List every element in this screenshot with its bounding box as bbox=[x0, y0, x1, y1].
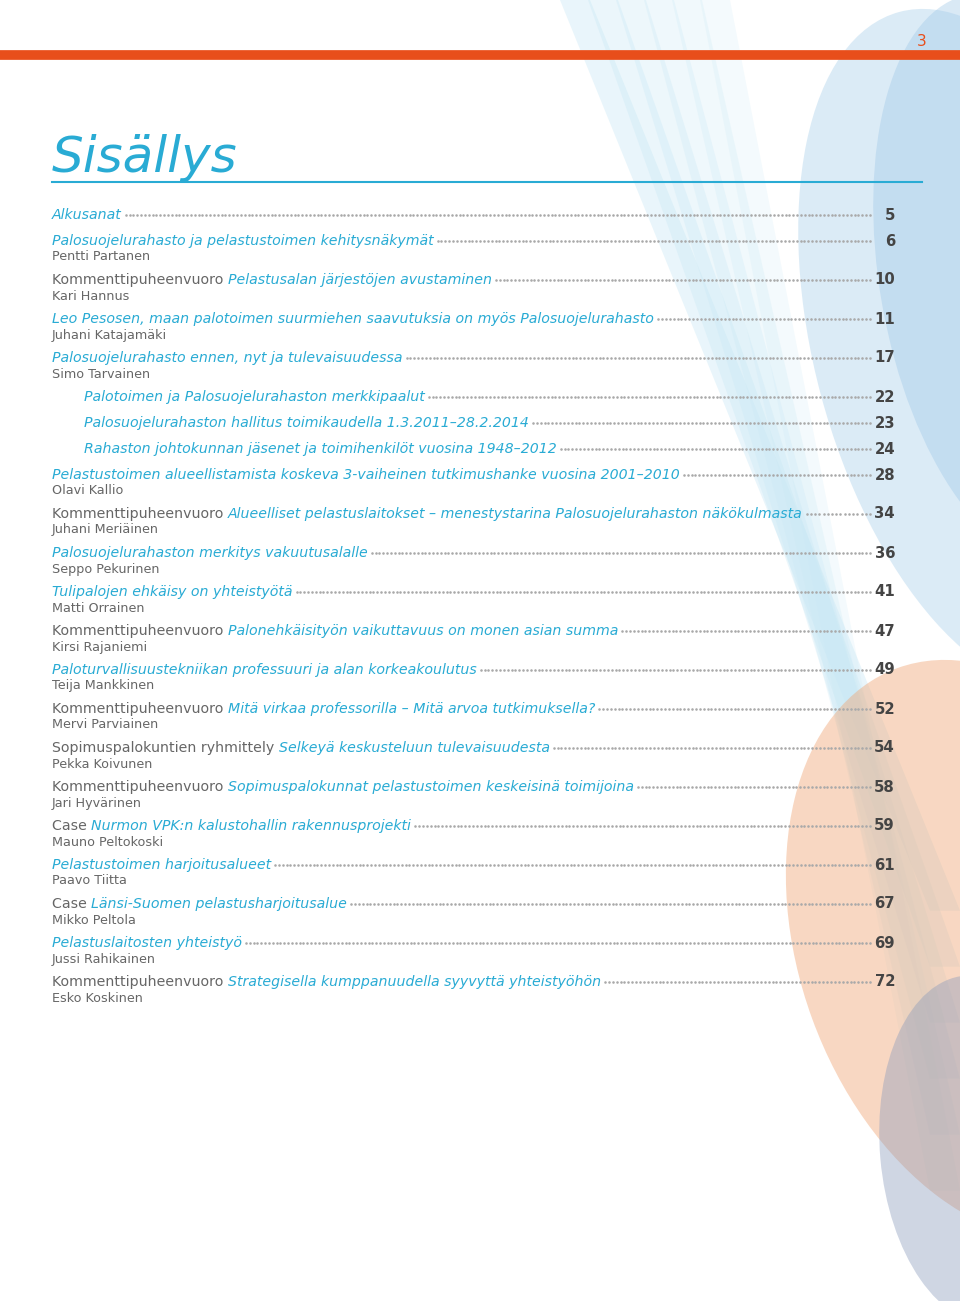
Text: Juhani Meriäinen: Juhani Meriäinen bbox=[52, 523, 159, 536]
Text: Nurmon VPK:n kalustohallin rakennusprojekti: Nurmon VPK:n kalustohallin rakennusproje… bbox=[91, 820, 411, 833]
Text: Matti Orrainen: Matti Orrainen bbox=[52, 601, 145, 614]
Text: 41: 41 bbox=[875, 584, 895, 600]
Text: Sisällys: Sisällys bbox=[52, 134, 238, 182]
Text: Sopimuspalokuntien ryhmittely: Sopimuspalokuntien ryhmittely bbox=[52, 742, 278, 755]
Text: Olavi Kallio: Olavi Kallio bbox=[52, 484, 124, 497]
Text: Kommenttipuheenvuoro: Kommenttipuheenvuoro bbox=[52, 273, 228, 288]
Text: 54: 54 bbox=[875, 740, 895, 756]
Text: 58: 58 bbox=[875, 779, 895, 795]
Text: Tulipalojen ehkäisy on yhteistyötä: Tulipalojen ehkäisy on yhteistyötä bbox=[52, 585, 293, 598]
Text: Mitä virkaa professorilla – Mitä arvoa tutkimuksella?: Mitä virkaa professorilla – Mitä arvoa t… bbox=[228, 703, 595, 716]
Text: Seppo Pekurinen: Seppo Pekurinen bbox=[52, 562, 159, 575]
Text: 34: 34 bbox=[875, 506, 895, 522]
Text: 11: 11 bbox=[875, 311, 895, 327]
Text: Leo Pesosen, maan palotoimen suurmiehen saavutuksia on myös Palosuojelurahasto: Leo Pesosen, maan palotoimen suurmiehen … bbox=[52, 312, 654, 327]
Text: Palosuojelurahaston merkitys vakuutusalalle: Palosuojelurahaston merkitys vakuutusala… bbox=[52, 546, 368, 559]
Text: Jari Hyvärinen: Jari Hyvärinen bbox=[52, 796, 142, 809]
Text: Kommenttipuheenvuoro: Kommenttipuheenvuoro bbox=[52, 974, 228, 989]
Text: Rahaston johtokunnan jäsenet ja toimihenkilöt vuosina 1948–2012: Rahaston johtokunnan jäsenet ja toimihen… bbox=[84, 442, 557, 455]
Text: Selkeyä keskusteluun tulevaisuudesta: Selkeyä keskusteluun tulevaisuudesta bbox=[278, 742, 550, 755]
Text: Alkusanat: Alkusanat bbox=[52, 208, 122, 222]
Text: Alueelliset pelastuslaitokset – menestystarina Palosuojelurahaston näkökulmasta: Alueelliset pelastuslaitokset – menestys… bbox=[228, 507, 803, 520]
Text: Kari Hannus: Kari Hannus bbox=[52, 290, 130, 303]
Text: 6: 6 bbox=[885, 233, 895, 248]
Text: 47: 47 bbox=[875, 623, 895, 639]
Polygon shape bbox=[616, 0, 960, 1023]
Text: Palosuojelurahasto ennen, nyt ja tulevaisuudessa: Palosuojelurahasto ennen, nyt ja tulevai… bbox=[52, 351, 402, 366]
Text: 23: 23 bbox=[875, 415, 895, 431]
Text: 5: 5 bbox=[884, 207, 895, 222]
Text: 3: 3 bbox=[917, 34, 926, 48]
Text: 17: 17 bbox=[875, 350, 895, 366]
Text: Kommenttipuheenvuoro: Kommenttipuheenvuoro bbox=[52, 781, 228, 794]
Text: Kommenttipuheenvuoro: Kommenttipuheenvuoro bbox=[52, 703, 228, 716]
Text: Pelastustoimen harjoitusalueet: Pelastustoimen harjoitusalueet bbox=[52, 857, 271, 872]
Text: 59: 59 bbox=[875, 818, 895, 834]
Text: Strategisella kumppanuudella syyvyttä yhteistyöhön: Strategisella kumppanuudella syyvyttä yh… bbox=[228, 974, 601, 989]
Text: Palonehkäisityön vaikuttavuus on monen asian summa: Palonehkäisityön vaikuttavuus on monen a… bbox=[228, 624, 618, 637]
Text: 36: 36 bbox=[875, 545, 895, 561]
Text: Kirsi Rajaniemi: Kirsi Rajaniemi bbox=[52, 640, 147, 653]
Polygon shape bbox=[700, 0, 960, 1190]
Text: Paavo Tiitta: Paavo Tiitta bbox=[52, 874, 127, 887]
Text: Teija Mankkinen: Teija Mankkinen bbox=[52, 679, 155, 692]
Text: Pekka Koivunen: Pekka Koivunen bbox=[52, 757, 153, 770]
Text: Juhani Katajamäki: Juhani Katajamäki bbox=[52, 328, 167, 341]
Ellipse shape bbox=[874, 0, 960, 567]
Text: 10: 10 bbox=[875, 272, 895, 288]
Text: 52: 52 bbox=[875, 701, 895, 717]
Text: Palotoimen ja Palosuojelurahaston merkkipaalut: Palotoimen ja Palosuojelurahaston merkki… bbox=[84, 390, 424, 405]
Text: 28: 28 bbox=[875, 467, 895, 483]
Text: Länsi-Suomen pelastusharjoitusalue: Länsi-Suomen pelastusharjoitusalue bbox=[91, 896, 348, 911]
Polygon shape bbox=[588, 0, 960, 967]
Text: Palosuojelurahaston hallitus toimikaudella 1.3.2011–28.2.2014: Palosuojelurahaston hallitus toimikaudel… bbox=[84, 416, 529, 431]
Ellipse shape bbox=[798, 9, 960, 691]
Text: Pelastuslaitosten yhteistyö: Pelastuslaitosten yhteistyö bbox=[52, 935, 242, 950]
Text: Kommenttipuheenvuoro: Kommenttipuheenvuoro bbox=[52, 507, 228, 520]
Text: Kommenttipuheenvuoro: Kommenttipuheenvuoro bbox=[52, 624, 228, 637]
Text: 24: 24 bbox=[875, 441, 895, 457]
Polygon shape bbox=[560, 0, 960, 911]
Text: Pentti Partanen: Pentti Partanen bbox=[52, 251, 150, 264]
Text: Jussi Rahikainen: Jussi Rahikainen bbox=[52, 952, 156, 965]
Text: Pelastustoimen alueellistamista koskeva 3-vaiheinen tutkimushanke vuosina 2001–2: Pelastustoimen alueellistamista koskeva … bbox=[52, 468, 680, 481]
Text: 22: 22 bbox=[875, 389, 895, 405]
Text: Case: Case bbox=[52, 896, 91, 911]
Text: 49: 49 bbox=[875, 662, 895, 678]
Text: Mervi Parviainen: Mervi Parviainen bbox=[52, 718, 158, 731]
Text: Paloturvallisuustekniikan professuuri ja alan korkeakoulutus: Paloturvallisuustekniikan professuuri ja… bbox=[52, 664, 477, 677]
Ellipse shape bbox=[879, 976, 960, 1301]
Text: Case: Case bbox=[52, 820, 91, 833]
Text: 67: 67 bbox=[875, 896, 895, 912]
Text: Mikko Peltola: Mikko Peltola bbox=[52, 913, 136, 926]
Polygon shape bbox=[644, 0, 960, 1079]
Text: Mauno Peltokoski: Mauno Peltokoski bbox=[52, 835, 163, 848]
Text: Esko Koskinen: Esko Koskinen bbox=[52, 991, 143, 1004]
Text: Simo Tarvainen: Simo Tarvainen bbox=[52, 367, 150, 380]
Text: 69: 69 bbox=[875, 935, 895, 951]
Text: 72: 72 bbox=[875, 974, 895, 990]
Polygon shape bbox=[672, 0, 960, 1134]
Text: 61: 61 bbox=[875, 857, 895, 873]
Text: Pelastusalan järjestöjen avustaminen: Pelastusalan järjestöjen avustaminen bbox=[228, 273, 492, 288]
Text: Sopimuspalokunnat pelastustoimen keskeisinä toimijoina: Sopimuspalokunnat pelastustoimen keskeis… bbox=[228, 781, 634, 794]
Ellipse shape bbox=[786, 660, 960, 1240]
Text: Palosuojelurahasto ja pelastustoimen kehitysnäkymät: Palosuojelurahasto ja pelastustoimen keh… bbox=[52, 234, 434, 248]
